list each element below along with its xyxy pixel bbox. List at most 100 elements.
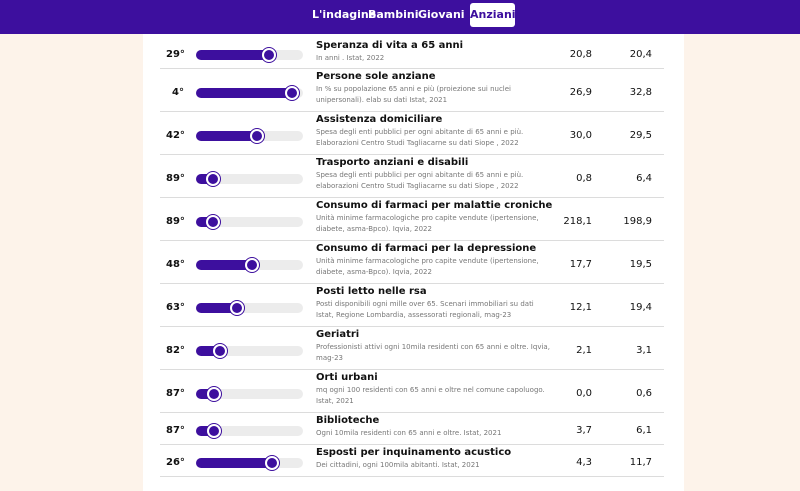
value-province: 4,3 xyxy=(576,457,592,468)
rank-bar-fill xyxy=(196,458,273,468)
value-reference: 198,9 xyxy=(623,215,652,227)
indicator-row: 82° Geriatri Professionisti attivi ogni 10… xyxy=(160,327,664,370)
indicator-description: Spesa degli enti pubblici per ogni abita… xyxy=(316,171,524,190)
rank-bar-marker xyxy=(230,300,244,315)
rank-bar-marker xyxy=(213,343,227,358)
rank-bar-fill xyxy=(196,302,238,313)
indicator-row: 89° Trasporto anziani e disabili Spesa deg… xyxy=(160,155,664,198)
rank-bar-fill xyxy=(196,173,214,184)
indicator-description: Professionisti attivi ogni 10mila reside… xyxy=(316,343,550,362)
indicator-row: 89° Consumo di farmaci per malattie croni… xyxy=(160,198,664,241)
indicator-row: 29° Speranza di vita a 65 anni In anni . I… xyxy=(160,36,664,69)
value-reference: 6,1 xyxy=(636,425,652,436)
indicator-row: 63° Posti letto nelle rsa Posti disponibil… xyxy=(160,284,664,327)
tab-bambini[interactable]: Bambini xyxy=(368,8,419,21)
rank-label: 89° xyxy=(166,215,185,227)
value-province: 30,0 xyxy=(569,129,592,141)
rank-bar xyxy=(196,47,303,62)
rank-bar xyxy=(196,85,303,100)
indicator-title: Biblioteche xyxy=(316,415,380,426)
indicator-title: Speranza di vita a 65 anni xyxy=(316,40,464,51)
rank-bar-fill xyxy=(196,388,215,399)
indicator-list: 29° Speranza di vita a 65 anni In anni . I… xyxy=(160,36,664,477)
rank-bar-fill xyxy=(196,345,221,356)
indicator-description: In anni . Istat, 2022 xyxy=(316,54,385,62)
indicator-description: Ogni 10mila residenti con 65 anni e oltr… xyxy=(316,429,502,437)
indicator-row: 26° Esposti per inquinamento acustico Dei … xyxy=(160,445,664,477)
rank-label: 87° xyxy=(166,425,185,436)
rank-label: 87° xyxy=(166,387,185,399)
indicator-title: Consumo di farmaci per la depressione xyxy=(316,243,537,254)
rank-bar xyxy=(196,343,303,358)
value-reference: 11,7 xyxy=(629,457,652,468)
value-reference: 32,8 xyxy=(629,86,652,98)
rank-bar-fill xyxy=(196,130,258,141)
rank-bar xyxy=(196,257,303,272)
value-province: 12,1 xyxy=(569,301,592,313)
value-province: 2,1 xyxy=(576,344,592,356)
value-province: 0,0 xyxy=(576,387,592,399)
value-reference: 20,4 xyxy=(629,48,652,60)
indicator-description: Unità minime farmacologiche pro capite v… xyxy=(316,257,539,276)
rank-bar-fill xyxy=(196,259,253,270)
rank-bar-marker xyxy=(265,456,279,470)
indicator-title: Esposti per inquinamento acustico xyxy=(316,447,512,458)
indicator-row: 87° Orti urbani mq ogni 100 residenti con … xyxy=(160,370,664,413)
rank-bar-fill xyxy=(196,426,215,436)
tab-giovani[interactable]: Giovani xyxy=(418,8,465,21)
indicator-description: Unità minime farmacologiche pro capite v… xyxy=(316,214,539,233)
rank-bar-fill xyxy=(196,216,214,227)
rank-bar-fill xyxy=(196,87,293,98)
rank-bar xyxy=(196,128,303,143)
rank-label: 29° xyxy=(166,48,185,60)
rank-bar-fill xyxy=(196,49,270,60)
indicator-title: Posti letto nelle rsa xyxy=(316,286,427,297)
indicator-title: Orti urbani xyxy=(316,372,378,383)
rank-bar xyxy=(196,424,303,438)
rank-bar xyxy=(196,171,303,186)
rank-label: 4° xyxy=(172,86,184,98)
tab-anziani[interactable]: Anziani xyxy=(470,3,516,27)
rank-bar-marker xyxy=(207,424,221,438)
rank-bar-marker xyxy=(206,214,220,229)
indicator-title: Trasporto anziani e disabili xyxy=(316,157,469,168)
indicator-description: Dei cittadini, ogni 100mila abitanti. Is… xyxy=(316,461,480,469)
value-reference: 19,4 xyxy=(629,301,652,313)
indicator-description: Spesa degli enti pubblici per ogni abita… xyxy=(316,128,524,147)
value-reference: 6,4 xyxy=(636,172,652,184)
rank-label: 89° xyxy=(166,172,185,184)
indicator-title: Geriatri xyxy=(316,329,360,340)
rank-bar xyxy=(196,214,303,229)
indicator-description: mq ogni 100 residenti con 65 anni e oltr… xyxy=(316,386,545,405)
rank-label: 26° xyxy=(166,457,185,468)
value-province: 0,8 xyxy=(576,172,592,184)
rank-bar xyxy=(196,456,303,470)
value-province: 17,7 xyxy=(569,258,592,270)
tab-lindagine[interactable]: L'indagine xyxy=(312,8,377,21)
rank-bar xyxy=(196,300,303,315)
indicator-description: In % su popolazione 65 anni e più (proie… xyxy=(316,85,511,104)
value-reference: 0,6 xyxy=(636,387,652,399)
rank-label: 63° xyxy=(166,301,185,313)
value-reference: 3,1 xyxy=(636,344,652,356)
rank-bar-marker xyxy=(285,85,299,100)
value-reference: 19,5 xyxy=(629,258,652,270)
rank-bar-marker xyxy=(262,47,276,62)
value-province: 218,1 xyxy=(563,215,592,227)
rank-bar xyxy=(196,386,303,401)
value-reference: 29,5 xyxy=(629,129,652,141)
value-province: 26,9 xyxy=(569,86,592,98)
indicator-title: Consumo di farmaci per malattie croniche xyxy=(316,200,553,211)
rank-label: 42° xyxy=(166,129,185,141)
indicator-row: 42° Assistenza domiciliare Spesa degli ent… xyxy=(160,112,664,155)
indicator-title: Persone sole anziane xyxy=(316,71,436,82)
rank-bar-marker xyxy=(245,257,259,272)
top-navigation-bar: L'indagine Bambini Giovani Anziani xyxy=(0,0,800,34)
rank-label: 48° xyxy=(166,258,185,270)
indicator-row: 4° Persone sole anziane In % su popolazion… xyxy=(160,69,664,112)
indicator-description: Posti disponibili ogni mille over 65. Sc… xyxy=(316,300,534,319)
indicator-row: 48° Consumo di farmaci per la depressione… xyxy=(160,241,664,284)
rank-bar-marker xyxy=(206,171,220,186)
value-province: 3,7 xyxy=(576,425,592,436)
rank-bar-marker xyxy=(207,386,221,401)
